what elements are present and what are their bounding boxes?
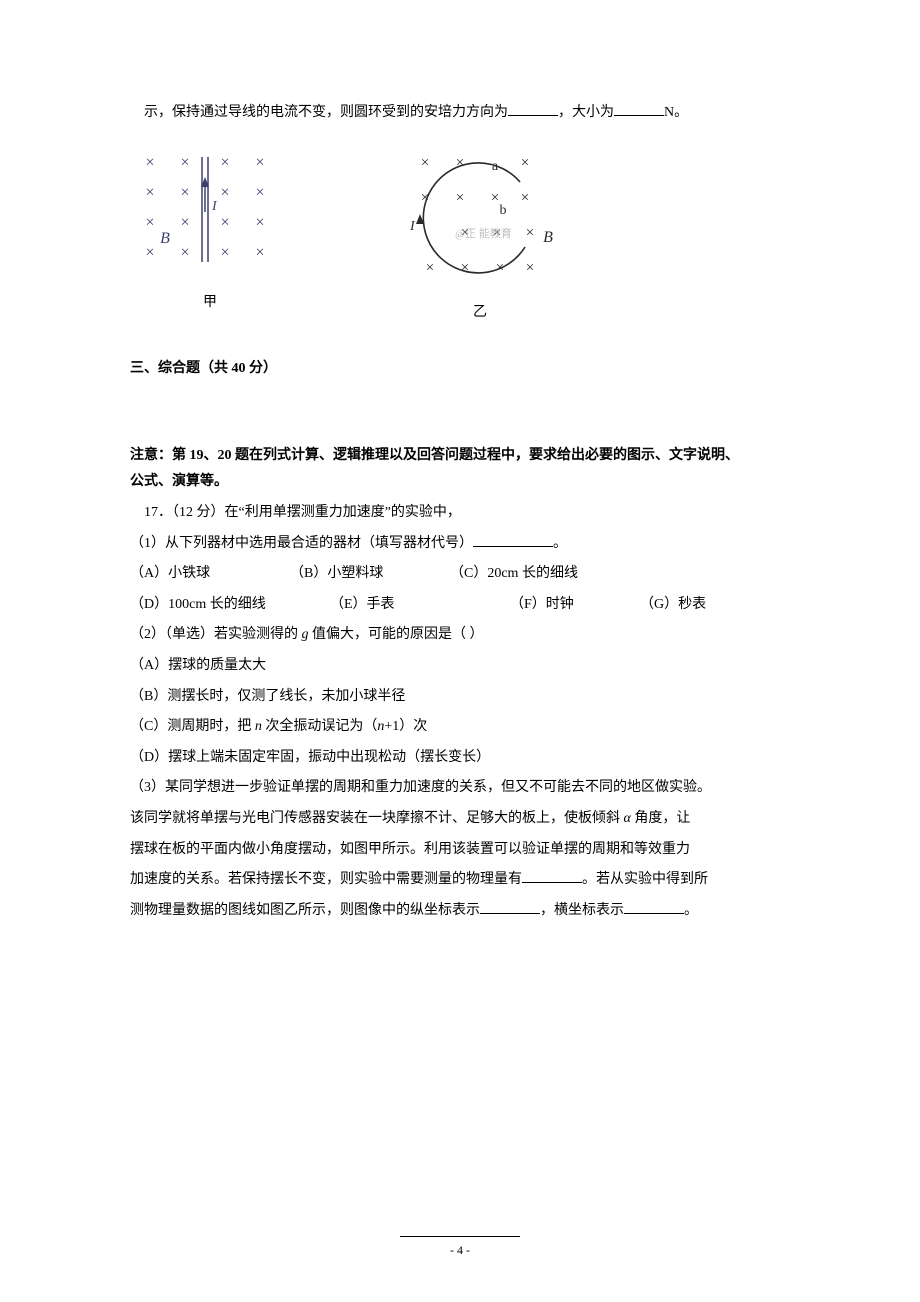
blank-equipment	[473, 533, 553, 547]
blank-magnitude	[614, 102, 664, 116]
q17-sub3-p5: 测物理量数据的图线如图乙所示，则图像中的纵坐标表示，横坐标表示。	[130, 898, 800, 925]
svg-text:×: ×	[461, 260, 469, 276]
top-continuation-line: 示，保持通过导线的电流不变，则圆环受到的安培力方向为 ，大小为 N。	[130, 100, 800, 127]
svg-text:I: I	[409, 219, 416, 234]
svg-text:×: ×	[421, 155, 429, 171]
opt-A: （A）小铁球	[130, 561, 290, 588]
svg-text:b: b	[500, 203, 507, 218]
svg-text:×: ×	[521, 190, 529, 206]
notice-line-1: 注意：第 19、20 题在列式计算、逻辑推理以及回答问题过程中，要求给出必要的图…	[130, 443, 800, 470]
q17-sub3-p1: （3）某同学想进一步验证单摆的周期和重力加速度的关系，但又不可能去不同的地区做实…	[130, 775, 800, 802]
q17-optC: （C）测周期时，把 n 次全振动误记为（n+1）次	[130, 714, 800, 741]
q17-options-row2: （D）100cm 长的细线 （E）手表 （F）时钟 （G）秒表	[130, 592, 800, 619]
top-suffix: N。	[664, 105, 688, 120]
diagram-jia-label: 甲	[203, 290, 217, 317]
page-number: - 4 -	[0, 1239, 920, 1262]
svg-text:×: ×	[180, 184, 189, 201]
q17-sub2-mid: 值偏大，可能的原因是（ ）	[309, 627, 484, 642]
opt-G: （G）秒表	[640, 592, 760, 619]
diagram-yi: ××× ×××× ××× ×××× a b B I @正 能教育 乙	[370, 142, 590, 327]
svg-text:×: ×	[456, 190, 464, 206]
svg-text:×: ×	[521, 155, 529, 171]
svg-text:×: ×	[255, 214, 264, 231]
opt-B: （B）小塑料球	[290, 561, 450, 588]
q17-sub1-suffix: 。	[553, 536, 567, 551]
svg-text:×: ×	[180, 154, 189, 171]
q17-sub1-prefix: （1）从下列器材中选用最合适的器材（填写器材代号）	[130, 536, 473, 551]
q17-sub2-g: g	[302, 627, 309, 642]
svg-text:×: ×	[255, 184, 264, 201]
svg-text:×: ×	[220, 184, 229, 201]
page-footer: - 4 -	[0, 1236, 920, 1262]
q17-sub3-p2: 该同学就将单摆与光电门传感器安装在一块摩擦不计、足够大的板上，使板倾斜 α 角度…	[130, 806, 800, 833]
q17-sub2-prefix: （2）（单选）若实验测得的	[130, 627, 302, 642]
q17-sub3-p4: 加速度的关系。若保持摆长不变，则实验中需要测量的物理量有。若从实验中得到所	[130, 867, 800, 894]
svg-text:×: ×	[145, 214, 154, 231]
section-3-header: 三、综合题（共 40 分）	[130, 356, 800, 383]
blank-measure	[522, 869, 582, 883]
svg-text:×: ×	[255, 154, 264, 171]
opt-E: （E）手表	[330, 592, 510, 619]
svg-text:B: B	[160, 230, 170, 247]
svg-text:×: ×	[426, 260, 434, 276]
q17-stem: 17．（12 分）在“利用单摆测重力加速度”的实验中，	[130, 500, 800, 527]
diagram-yi-svg: ××× ×××× ××× ×××× a b B I @正 能教育	[370, 142, 590, 292]
diagram-row: × × × × × × × × × × × × × × × × B I 甲 × × × × × × × × × ×	[130, 142, 800, 327]
q17-sub3-p3: 摆球在板的平面内做小角度摆动，如图甲所示。利用该装置可以验证单摆的周期和等效重力	[130, 837, 800, 864]
opt-D: （D）100cm 长的细线	[130, 592, 330, 619]
svg-text:×: ×	[491, 190, 499, 206]
footer-line	[400, 1236, 520, 1237]
svg-text:×: ×	[145, 244, 154, 261]
svg-text:×: ×	[526, 225, 534, 241]
watermark: @正 能教育	[455, 226, 512, 240]
q17-options-row1: （A）小铁球 （B）小塑料球 （C）20cm 长的细线	[130, 561, 800, 588]
blank-yaxis	[480, 900, 540, 914]
q17-sub2: （2）（单选）若实验测得的 g 值偏大，可能的原因是（ ）	[130, 622, 800, 649]
q17-optA: （A）摆球的质量太大	[130, 653, 800, 680]
svg-text:×: ×	[180, 214, 189, 231]
notice-line-2: 公式、演算等。	[130, 469, 800, 496]
svg-text:B: B	[543, 229, 553, 246]
svg-text:×: ×	[220, 154, 229, 171]
opt-F: （F）时钟	[510, 592, 640, 619]
q17-sub1: （1）从下列器材中选用最合适的器材（填写器材代号） 。	[130, 531, 800, 558]
top-prefix: 示，保持通过导线的电流不变，则圆环受到的安培力方向为	[144, 105, 508, 120]
svg-text:×: ×	[220, 214, 229, 231]
svg-text:×: ×	[526, 260, 534, 276]
blank-direction	[508, 102, 558, 116]
q17-optD: （D）摆球上端未固定牢固，振动中出现松动（摆长变长）	[130, 745, 800, 772]
diagram-jia: × × × × × × × × × × × × × × × × B I 甲	[130, 142, 290, 317]
svg-text:I: I	[211, 199, 218, 214]
top-mid: ，大小为	[558, 105, 614, 120]
svg-text:×: ×	[220, 244, 229, 261]
svg-text:×: ×	[456, 155, 464, 171]
svg-text:×: ×	[145, 184, 154, 201]
q17-optB: （B）测摆长时，仅测了线长，未加小球半径	[130, 684, 800, 711]
diagram-yi-label: 乙	[473, 300, 487, 327]
svg-text:×: ×	[180, 244, 189, 261]
svg-text:×: ×	[145, 154, 154, 171]
svg-text:×: ×	[255, 244, 264, 261]
blank-xaxis	[624, 900, 684, 914]
opt-C: （C）20cm 长的细线	[450, 561, 610, 588]
diagram-jia-svg: × × × × × × × × × × × × × × × × B I	[130, 142, 290, 282]
